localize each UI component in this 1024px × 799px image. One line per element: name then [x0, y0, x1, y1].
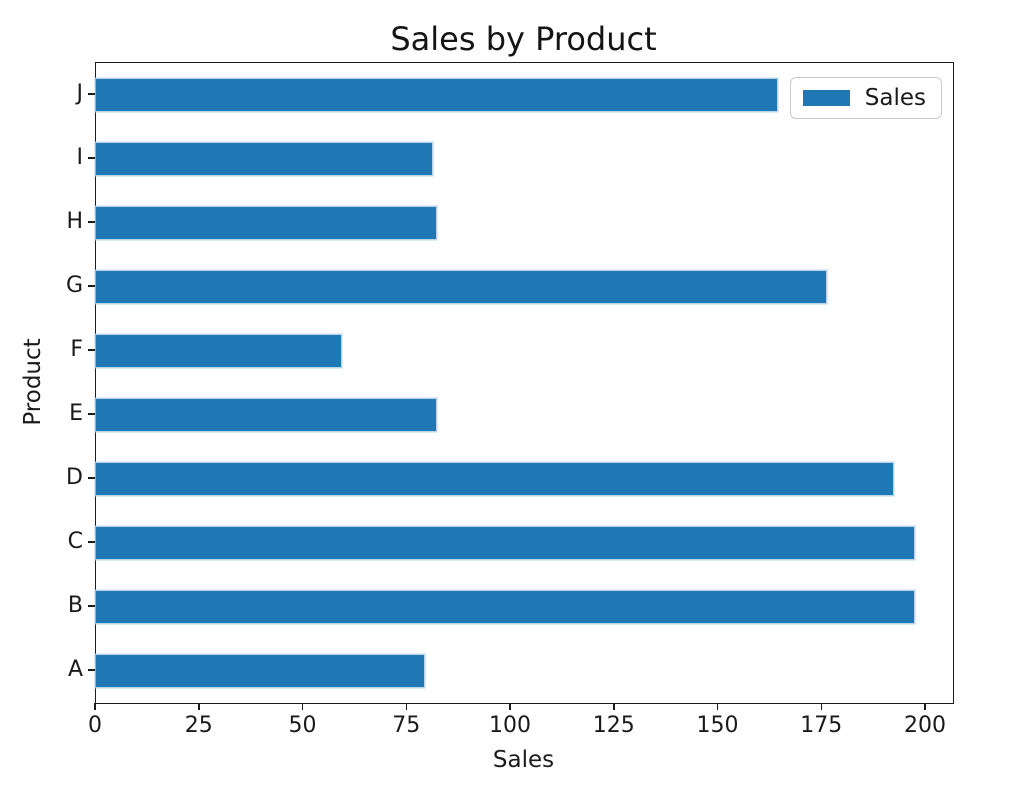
bar-G [96, 271, 827, 303]
y-tick-label-D: D [66, 465, 83, 490]
y-tick-mark-E [88, 413, 95, 415]
x-tick-mark-150 [716, 703, 719, 710]
legend-label: Sales [864, 85, 926, 111]
y-tick-mark-I [88, 157, 95, 159]
x-tick-label-50: 50 [288, 713, 317, 738]
x-tick-label-150: 150 [696, 713, 739, 738]
x-tick-label-100: 100 [489, 713, 531, 738]
bar-F [96, 335, 341, 367]
y-tick-label-C: C [67, 529, 83, 554]
bar-I [96, 143, 433, 175]
bar-E [96, 399, 437, 431]
x-tick-mark-75 [405, 703, 407, 710]
chart-title: Sales by Product [390, 20, 657, 58]
x-tick-label-125: 125 [592, 713, 635, 738]
y-tick-mark-C [88, 541, 95, 543]
legend-swatch-sales [802, 90, 850, 106]
x-tick-mark-125 [613, 703, 615, 710]
x-tick-label-75: 75 [392, 713, 421, 738]
y-tick-label-B: B [67, 593, 83, 618]
y-tick-label-A: A [67, 657, 83, 682]
x-tick-mark-200 [924, 703, 926, 710]
y-tick-mark-H [88, 221, 95, 223]
bar-D [96, 463, 893, 495]
bar-H [96, 207, 437, 239]
bar-J [96, 79, 777, 111]
bar-C [96, 527, 914, 559]
y-tick-mark-F [88, 349, 95, 351]
x-tick-mark-175 [820, 703, 822, 710]
x-tick-label-25: 25 [184, 713, 213, 738]
x-tick-label-200: 200 [904, 713, 946, 738]
y-tick-label-J: J [76, 81, 84, 106]
y-tick-label-G: G [65, 273, 83, 298]
x-tick-mark-50 [301, 703, 304, 710]
y-tick-mark-A [88, 669, 95, 671]
bar-B [96, 591, 914, 623]
bar-A [96, 655, 424, 687]
y-tick-mark-J [88, 93, 95, 95]
y-tick-label-H: H [66, 209, 83, 234]
plot-area: Sales [95, 62, 954, 704]
x-tick-mark-0 [94, 703, 96, 710]
y-tick-mark-D [88, 477, 95, 479]
x-tick-mark-25 [198, 703, 200, 710]
legend: Sales [789, 77, 942, 119]
y-tick-mark-G [88, 285, 95, 287]
y-tick-label-I: I [76, 145, 84, 170]
y-tick-label-E: E [69, 401, 83, 426]
y-tick-label-F: F [70, 337, 83, 362]
y-axis-label: Product [20, 338, 46, 426]
x-tick-label-175: 175 [800, 713, 843, 738]
x-tick-label-0: 0 [88, 713, 102, 738]
y-tick-mark-B [88, 605, 95, 607]
x-tick-mark-100 [509, 703, 511, 710]
x-axis-label: Sales [492, 747, 555, 773]
